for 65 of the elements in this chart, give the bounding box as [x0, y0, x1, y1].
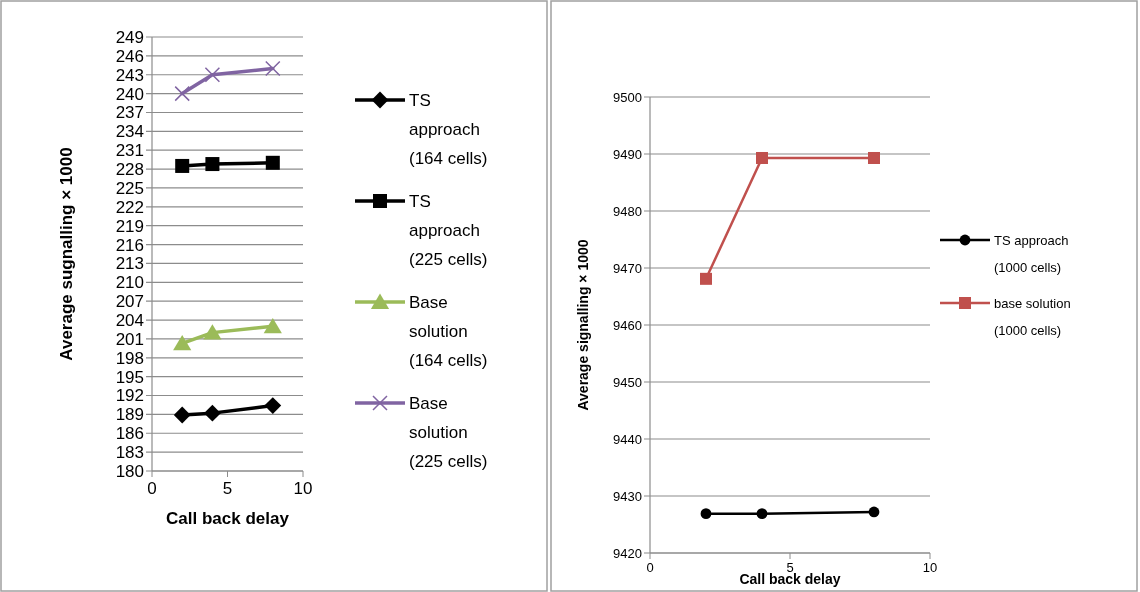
y-tick-label: 201 — [115, 329, 144, 349]
y-tick-label: 207 — [115, 292, 144, 312]
y-tick-label: 237 — [115, 103, 144, 123]
y-axis-title: Average signalling × 1000 — [575, 239, 591, 411]
y-tick-label: 204 — [115, 310, 144, 330]
y-tick-label: 9450 — [613, 374, 642, 390]
legend-label: TS approach (1000 cells) — [994, 232, 1069, 275]
point — [700, 508, 712, 520]
point — [204, 404, 221, 422]
y-tick-label: 249 — [115, 27, 144, 47]
point — [263, 317, 282, 334]
x-axis-title: Call back delay — [166, 509, 290, 528]
x-tick-label: 5 — [222, 479, 233, 498]
y-tick-label: 189 — [115, 405, 144, 425]
y-tick-label: 228 — [115, 160, 144, 180]
y-tick-label: 9460 — [613, 317, 642, 333]
y-tick-label: 183 — [115, 443, 144, 463]
point — [700, 272, 712, 285]
y-tick-label: 240 — [115, 84, 144, 104]
y-axis-title: Average sugnalling × 1000 — [57, 147, 76, 361]
point — [756, 508, 768, 520]
y-tick-label: 180 — [115, 461, 144, 481]
y-tick-label: 210 — [115, 273, 144, 293]
point — [868, 506, 880, 518]
y-tick-label: 243 — [115, 65, 144, 85]
legend-label: base solution (1000 cells) — [994, 295, 1071, 338]
point — [174, 85, 190, 102]
y-tick-label: 195 — [115, 367, 144, 387]
x-tick-label: 10 — [922, 560, 938, 575]
point — [265, 60, 281, 77]
y-tick-label: 213 — [115, 254, 144, 274]
y-tick-label: 9480 — [613, 203, 642, 219]
y-tick-label: 9430 — [613, 488, 642, 504]
legend-label: Base solution (164 cells) — [409, 292, 488, 370]
x-tick-label: 0 — [147, 479, 157, 498]
y-tick-label: 192 — [115, 386, 144, 406]
point — [203, 324, 222, 340]
y-tick-label: 219 — [115, 216, 144, 236]
y-tick-label: 9420 — [613, 545, 642, 561]
point — [756, 151, 768, 164]
legend-label: TS approach (164 cells) — [409, 90, 488, 168]
point — [265, 155, 280, 170]
point — [173, 334, 192, 351]
y-tick-label: 246 — [115, 46, 144, 66]
x-tick-label: 0 — [646, 560, 654, 575]
x-tick-label: 10 — [293, 479, 313, 498]
point — [175, 158, 190, 173]
point — [205, 157, 220, 172]
point — [264, 397, 282, 414]
y-tick-label: 9500 — [613, 89, 642, 105]
y-tick-label: 9440 — [613, 431, 642, 447]
y-tick-label: 225 — [115, 178, 144, 198]
legend-label: TS approach (225 cells) — [409, 191, 488, 269]
point — [204, 66, 221, 83]
y-tick-label: 186 — [115, 424, 144, 444]
point — [868, 151, 880, 164]
y-tick-label: 231 — [115, 141, 144, 161]
legend-label: Base solution (225 cells) — [409, 393, 488, 471]
y-tick-label: 198 — [115, 348, 144, 368]
y-tick-label: 9490 — [613, 146, 642, 162]
y-tick-label: 222 — [115, 197, 144, 217]
y-tick-label: 234 — [115, 122, 144, 142]
point — [173, 406, 191, 424]
y-tick-label: 216 — [115, 235, 144, 255]
y-tick-label: 9470 — [613, 260, 642, 276]
